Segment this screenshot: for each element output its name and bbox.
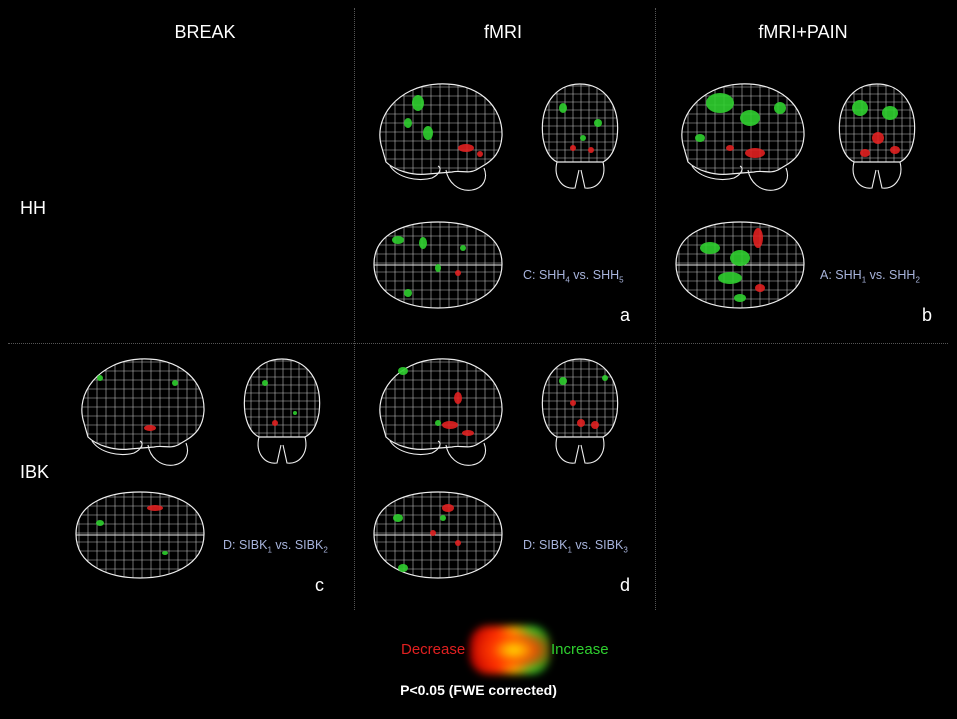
panel-c: D: SIBK1 vs. SIBK2 c [60,353,360,613]
panel-b: A: SHH1 vs. SHH2 b [660,78,957,338]
panel-a: C: SHH4 vs. SHH5 a [358,78,658,338]
coronal-glass-brain [541,83,619,189]
axial-glass-brain [75,491,205,579]
sagittal-glass-brain [81,358,205,466]
coronal-glass-brain [541,358,619,464]
panel-letter: d [620,575,631,595]
sagittal-glass-brain [681,83,805,191]
contrast-label: A: SHH1 vs. SHH2 [820,268,920,285]
legend-decrease-label: Decrease [401,641,466,658]
panel-letter: b [922,305,933,325]
panel-letter: a [620,305,631,325]
column-header-fmri: fMRI [484,22,522,42]
axial-glass-brain [373,221,503,309]
divider-vertical-2 [655,8,656,610]
contrast-label: C: SHH4 vs. SHH5 [523,268,624,285]
sagittal-glass-brain [379,83,503,191]
sagittal-glass-brain [379,358,503,466]
significance-note: P<0.05 (FWE corrected) [400,682,557,698]
contrast-label: D: SIBK1 vs. SIBK2 [223,538,328,555]
legend-color-gradient [470,626,550,674]
column-header-break: BREAK [174,22,236,42]
legend-increase-label: Increase [551,641,609,658]
axial-glass-brain [373,491,503,579]
row-label-ibk: IBK [20,462,50,482]
panel-d: D: SIBK1 vs. SIBK3 d [358,353,658,613]
panel-letter: c [315,575,324,595]
contrast-label: D: SIBK1 vs. SIBK3 [523,538,628,555]
divider-horizontal [8,343,948,344]
coronal-glass-brain [838,83,916,189]
axial-glass-brain [675,221,805,309]
row-label-hh: HH [20,198,46,218]
column-header-fmri-pain: fMRI+PAIN [758,22,848,42]
coronal-glass-brain [243,358,321,464]
divider-vertical-1 [354,8,355,610]
